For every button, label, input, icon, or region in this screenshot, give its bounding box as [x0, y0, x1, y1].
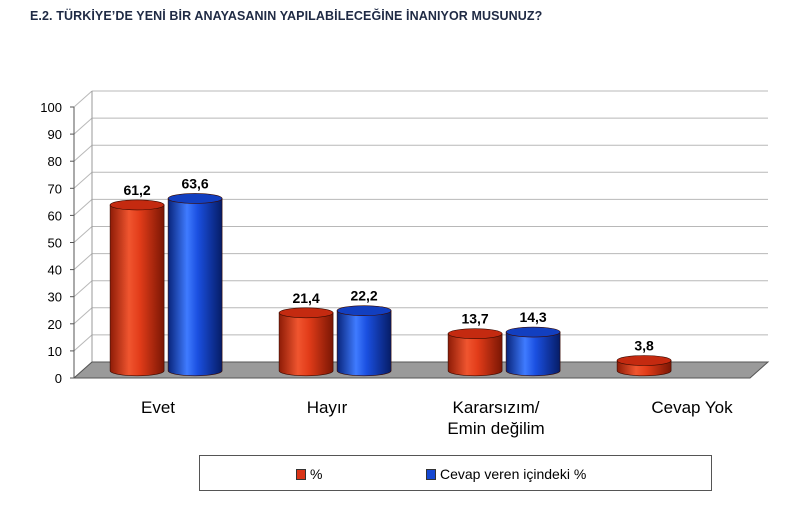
bar-body [447, 333, 503, 377]
x-tick-label: Evet [141, 398, 175, 417]
data-label: 21,4 [292, 290, 319, 306]
legend-swatch-red [296, 468, 306, 480]
gridline-side [73, 226, 93, 243]
y-tick-label: 90 [48, 127, 62, 142]
legend-swatch-blue [426, 468, 436, 480]
legend-item-respondents: Cevap veren içindeki % [426, 466, 586, 482]
legend: % Cevap veren içindeki % [199, 455, 712, 491]
data-label: 14,3 [519, 309, 546, 325]
y-tick-label: 40 [48, 263, 62, 278]
bar-body [278, 312, 334, 377]
y-tick-label: 80 [48, 154, 62, 169]
gridline-side [73, 307, 93, 325]
legend-label-respondents: Cevap veren içindeki % [440, 466, 587, 482]
gridline-side [73, 171, 93, 189]
data-label: 3,8 [634, 338, 654, 354]
legend-label-percent: % [310, 466, 323, 482]
x-tick-label: Cevap Yok [651, 398, 733, 417]
data-label: 22,2 [350, 288, 377, 304]
y-tick-label: 60 [48, 208, 62, 223]
y-tick-label: 100 [40, 100, 62, 115]
bar-top [336, 305, 392, 316]
gridline-side [73, 90, 93, 108]
gridline-side [73, 334, 93, 352]
bar-body [167, 198, 223, 377]
y-tick-label: 20 [48, 317, 62, 332]
bar-body [505, 331, 561, 377]
gridline-side [73, 253, 93, 270]
y-tick-label: 30 [48, 290, 62, 305]
data-label: 63,6 [181, 175, 208, 191]
data-label: 13,7 [461, 311, 488, 327]
gridline-side [73, 199, 93, 216]
bar-top [278, 307, 334, 319]
bar-top [616, 355, 672, 366]
y-tick-label: 50 [48, 236, 62, 251]
gridline-side [73, 117, 93, 135]
x-tick-label: Kararsızım/Emin değilim [447, 398, 544, 438]
bar-body [109, 204, 165, 377]
bar-top [167, 193, 223, 204]
chart-title: E.2. TÜRKİYE’DE YENİ BİR ANAYASANIN YAPI… [30, 9, 543, 23]
gridline-side [73, 144, 93, 162]
y-tick-label: 70 [48, 181, 62, 196]
bar-body [336, 310, 392, 377]
bar-top [109, 199, 165, 211]
y-tick-label: 0 [55, 371, 62, 386]
bar-top [505, 326, 561, 338]
y-tick-label: 10 [48, 344, 62, 359]
bar-top [447, 328, 503, 339]
chart-floor [72, 361, 770, 379]
legend-item-percent: % [296, 466, 322, 482]
gridline-side [73, 280, 93, 298]
x-tick-label: Hayır [307, 398, 348, 417]
data-label: 61,2 [123, 182, 150, 198]
